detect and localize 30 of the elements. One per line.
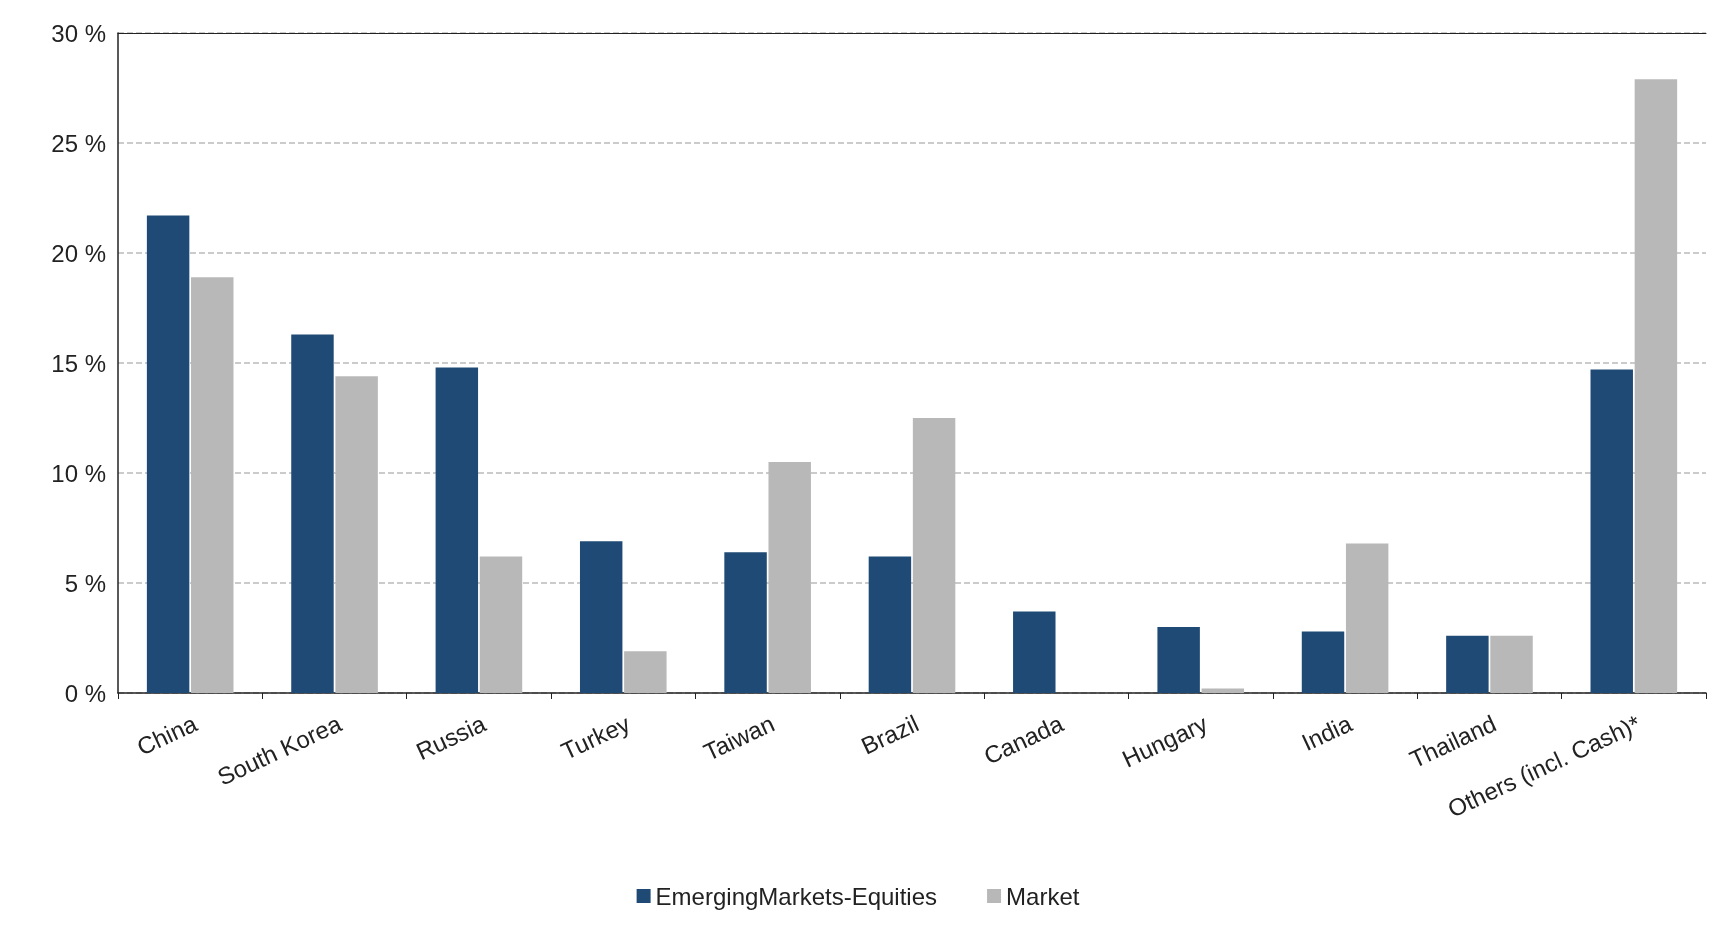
y-tick-label: 5 %	[64, 569, 106, 597]
bar	[146, 215, 190, 693]
bar	[435, 367, 479, 693]
y-tick-label: 10 %	[51, 459, 106, 487]
bar	[1301, 631, 1345, 693]
bar	[291, 334, 334, 693]
x-tick-label: Brazil	[857, 709, 923, 760]
y-tick-label: 0 %	[64, 679, 106, 707]
bar	[1490, 635, 1533, 693]
y-tick-label: 20 %	[51, 239, 106, 267]
bar	[1446, 635, 1489, 693]
bar	[724, 552, 767, 693]
legend-label: EmergingMarkets-Equities	[655, 882, 938, 910]
bar	[1201, 688, 1245, 693]
bar	[624, 651, 667, 693]
x-tick-label: China	[132, 709, 202, 761]
bar	[579, 541, 623, 693]
x-tick-label: Turkey	[557, 709, 635, 765]
y-tick-label: 15 %	[51, 349, 106, 377]
y-tick-label: 25 %	[51, 129, 106, 157]
x-tick-label: India	[1297, 709, 1357, 757]
bar	[1590, 369, 1633, 693]
x-tick-label: Taiwan	[699, 709, 779, 766]
x-tick-label: Russia	[411, 709, 491, 766]
bar	[1013, 611, 1056, 693]
legend-label: Market	[1006, 882, 1080, 910]
y-tick-label: 30 %	[51, 19, 106, 47]
x-tick-label: South Korea	[213, 709, 346, 791]
bar	[1157, 627, 1200, 693]
bar	[868, 556, 912, 693]
